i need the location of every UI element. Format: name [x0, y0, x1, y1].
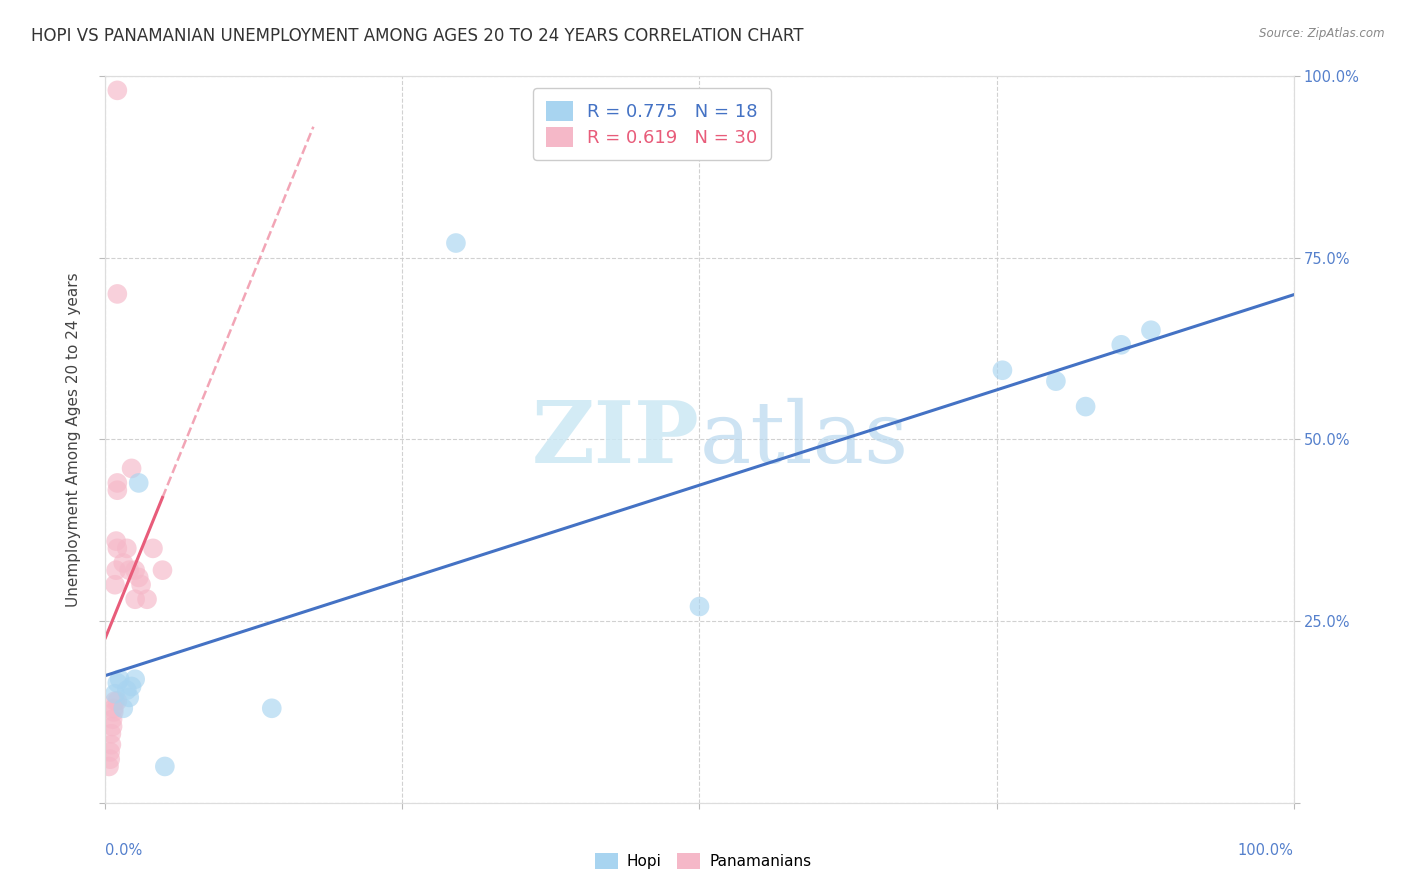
Point: [115, 541, 138, 556]
Point: [105, 694, 128, 708]
Legend: R = 0.775   N = 18, R = 0.619   N = 30: R = 0.775 N = 18, R = 0.619 N = 30: [533, 88, 770, 160]
Point: [105, 83, 128, 97]
Point: [152, 563, 174, 577]
Point: [100, 738, 122, 752]
Point: [124, 563, 146, 577]
Point: [260, 701, 283, 715]
Point: [104, 578, 127, 592]
Legend: Hopi, Panamanians: Hopi, Panamanians: [589, 847, 817, 875]
Point: [129, 578, 152, 592]
Point: [108, 672, 131, 686]
Point: [118, 690, 141, 705]
Point: [104, 694, 127, 708]
Point: [124, 672, 146, 686]
Text: Source: ZipAtlas.com: Source: ZipAtlas.com: [1260, 27, 1385, 40]
Point: [104, 687, 127, 701]
Point: [136, 592, 159, 607]
Point: [105, 563, 128, 577]
Point: [1140, 323, 1163, 337]
Point: [105, 287, 128, 301]
Point: [100, 727, 122, 741]
Point: [103, 705, 125, 719]
Point: [142, 541, 165, 556]
Point: [101, 712, 124, 726]
Point: [1074, 400, 1097, 414]
Point: [444, 235, 467, 250]
Point: [112, 556, 135, 570]
Point: [991, 363, 1014, 377]
Point: [105, 541, 128, 556]
Point: [115, 683, 138, 698]
Text: 100.0%: 100.0%: [1237, 843, 1294, 858]
Point: [689, 599, 711, 614]
Point: [105, 534, 128, 549]
Point: [105, 475, 128, 490]
Point: [153, 759, 176, 773]
Point: [103, 701, 125, 715]
Text: atlas: atlas: [700, 398, 908, 481]
Point: [112, 701, 135, 715]
Point: [98, 759, 121, 773]
Point: [1045, 374, 1067, 388]
Point: [98, 745, 121, 759]
Text: 0.0%: 0.0%: [105, 843, 142, 858]
Point: [128, 475, 150, 490]
Point: [118, 563, 141, 577]
Point: [128, 570, 150, 584]
Point: [105, 676, 128, 690]
Point: [121, 461, 143, 475]
Point: [101, 719, 124, 733]
Point: [124, 592, 146, 607]
Y-axis label: Unemployment Among Ages 20 to 24 years: Unemployment Among Ages 20 to 24 years: [66, 272, 82, 607]
Text: HOPI VS PANAMANIAN UNEMPLOYMENT AMONG AGES 20 TO 24 YEARS CORRELATION CHART: HOPI VS PANAMANIAN UNEMPLOYMENT AMONG AG…: [31, 27, 803, 45]
Point: [98, 752, 121, 766]
Point: [105, 483, 128, 498]
Point: [1109, 338, 1132, 352]
Text: ZIP: ZIP: [531, 397, 700, 482]
Point: [121, 680, 143, 694]
